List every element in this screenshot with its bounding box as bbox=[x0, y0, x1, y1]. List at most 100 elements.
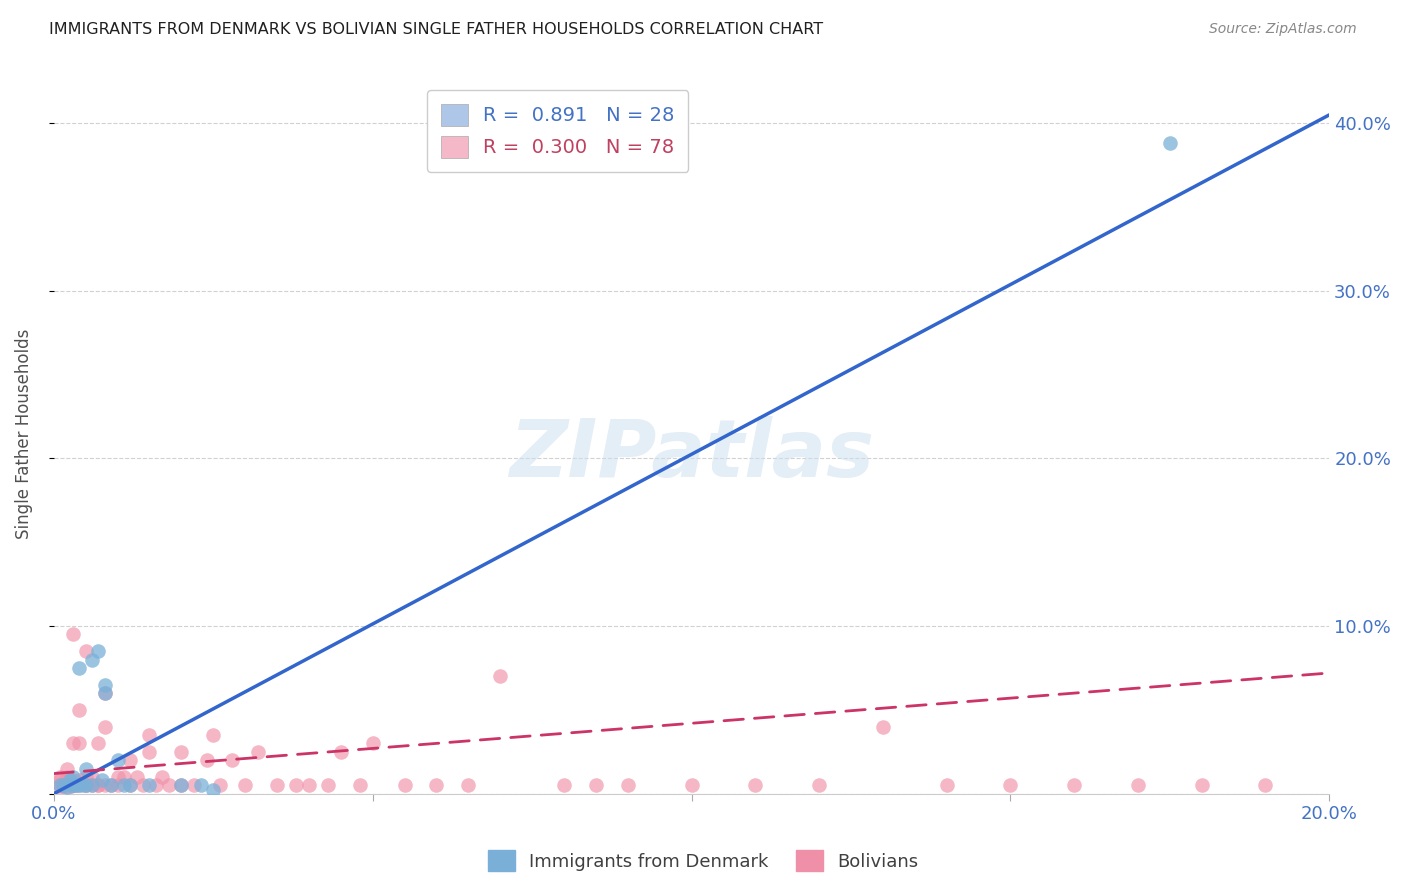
Point bbox=[67, 773, 90, 788]
Point bbox=[82, 778, 104, 792]
Point bbox=[75, 778, 97, 792]
Point bbox=[87, 736, 110, 750]
Point bbox=[62, 736, 84, 750]
Point bbox=[150, 770, 173, 784]
Point bbox=[55, 778, 77, 792]
Point bbox=[1191, 778, 1213, 792]
Point bbox=[59, 773, 82, 788]
Point bbox=[170, 778, 193, 792]
Point bbox=[55, 780, 77, 794]
Point bbox=[872, 720, 894, 734]
Point bbox=[49, 778, 72, 792]
Point bbox=[87, 778, 110, 792]
Point bbox=[49, 778, 72, 792]
Point bbox=[87, 778, 110, 792]
Point bbox=[49, 781, 72, 796]
Point bbox=[120, 778, 142, 792]
Point bbox=[72, 778, 94, 792]
Point bbox=[145, 778, 167, 792]
Point bbox=[616, 778, 638, 792]
Point bbox=[138, 745, 160, 759]
Point bbox=[107, 753, 129, 767]
Point bbox=[107, 770, 129, 784]
Point bbox=[82, 770, 104, 784]
Point bbox=[67, 703, 90, 717]
Point bbox=[190, 778, 212, 792]
Point bbox=[55, 781, 77, 796]
Point bbox=[112, 770, 135, 784]
Text: ZIPatlas: ZIPatlas bbox=[509, 416, 875, 494]
Point bbox=[94, 686, 117, 700]
Point bbox=[425, 778, 447, 792]
Point bbox=[202, 728, 225, 742]
Point bbox=[67, 736, 90, 750]
Point bbox=[1254, 778, 1277, 792]
Point bbox=[246, 745, 269, 759]
Point bbox=[62, 627, 84, 641]
Point bbox=[112, 778, 135, 792]
Point bbox=[221, 753, 243, 767]
Point bbox=[94, 686, 117, 700]
Point bbox=[935, 778, 957, 792]
Point bbox=[120, 778, 142, 792]
Point bbox=[298, 778, 321, 792]
Point bbox=[52, 778, 75, 792]
Text: IMMIGRANTS FROM DENMARK VS BOLIVIAN SINGLE FATHER HOUSEHOLDS CORRELATION CHART: IMMIGRANTS FROM DENMARK VS BOLIVIAN SING… bbox=[49, 22, 824, 37]
Point bbox=[125, 770, 148, 784]
Point bbox=[681, 778, 703, 792]
Point bbox=[55, 770, 77, 784]
Point bbox=[100, 778, 122, 792]
Point bbox=[285, 778, 308, 792]
Point bbox=[94, 678, 117, 692]
Point bbox=[1126, 778, 1149, 792]
Legend: R =  0.891   N = 28, R =  0.300   N = 78: R = 0.891 N = 28, R = 0.300 N = 78 bbox=[427, 90, 689, 172]
Point bbox=[585, 778, 607, 792]
Point bbox=[316, 778, 339, 792]
Legend: Immigrants from Denmark, Bolivians: Immigrants from Denmark, Bolivians bbox=[481, 843, 925, 879]
Point bbox=[65, 778, 87, 792]
Point bbox=[1000, 778, 1022, 792]
Point bbox=[394, 778, 416, 792]
Point bbox=[107, 778, 129, 792]
Point bbox=[94, 778, 117, 792]
Point bbox=[87, 644, 110, 658]
Point bbox=[82, 778, 104, 792]
Point bbox=[1159, 136, 1181, 151]
Point bbox=[62, 778, 84, 792]
Point bbox=[170, 745, 193, 759]
Point bbox=[553, 778, 575, 792]
Point bbox=[170, 778, 193, 792]
Point bbox=[132, 778, 155, 792]
Point bbox=[62, 770, 84, 784]
Point bbox=[208, 778, 231, 792]
Point bbox=[157, 778, 180, 792]
Point bbox=[67, 778, 90, 792]
Point bbox=[62, 778, 84, 792]
Point bbox=[195, 753, 218, 767]
Point bbox=[62, 778, 84, 792]
Point bbox=[75, 778, 97, 792]
Point bbox=[457, 778, 479, 792]
Point bbox=[75, 762, 97, 776]
Point bbox=[808, 778, 831, 792]
Point bbox=[62, 778, 84, 792]
Point bbox=[489, 669, 512, 683]
Point bbox=[183, 778, 205, 792]
Point bbox=[233, 778, 256, 792]
Y-axis label: Single Father Households: Single Father Households bbox=[15, 328, 32, 539]
Point bbox=[75, 770, 97, 784]
Point bbox=[90, 773, 112, 788]
Point bbox=[94, 720, 117, 734]
Point bbox=[202, 783, 225, 797]
Point bbox=[52, 778, 75, 792]
Point bbox=[75, 778, 97, 792]
Point bbox=[67, 661, 90, 675]
Point bbox=[1063, 778, 1085, 792]
Point bbox=[49, 773, 72, 788]
Point bbox=[59, 778, 82, 792]
Point bbox=[361, 736, 384, 750]
Point bbox=[349, 778, 371, 792]
Point bbox=[120, 753, 142, 767]
Point bbox=[67, 778, 90, 792]
Point bbox=[65, 778, 87, 792]
